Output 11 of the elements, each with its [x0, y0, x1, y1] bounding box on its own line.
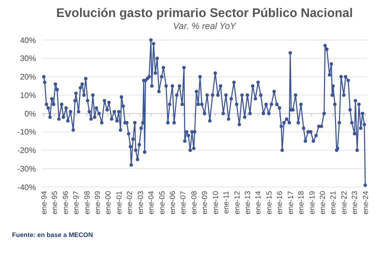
y-tick-label: 20%: [20, 72, 36, 82]
chart-title: Evolución gasto primario Sector Público Nacional: [56, 6, 353, 20]
y-tick-label: 0%: [24, 109, 36, 118]
y-tick-label: 30%: [20, 54, 36, 64]
chart-subtitle: Var. % real YoY: [173, 21, 237, 31]
y-tick-label: -10%: [17, 128, 36, 137]
y-tick-label: -30%: [17, 164, 36, 174]
y-tick-label: 10%: [20, 90, 36, 100]
y-tick-label: -20%: [17, 146, 36, 156]
y-tick-label: 40%: [20, 36, 36, 45]
y-tick-label: -40%: [17, 182, 36, 192]
